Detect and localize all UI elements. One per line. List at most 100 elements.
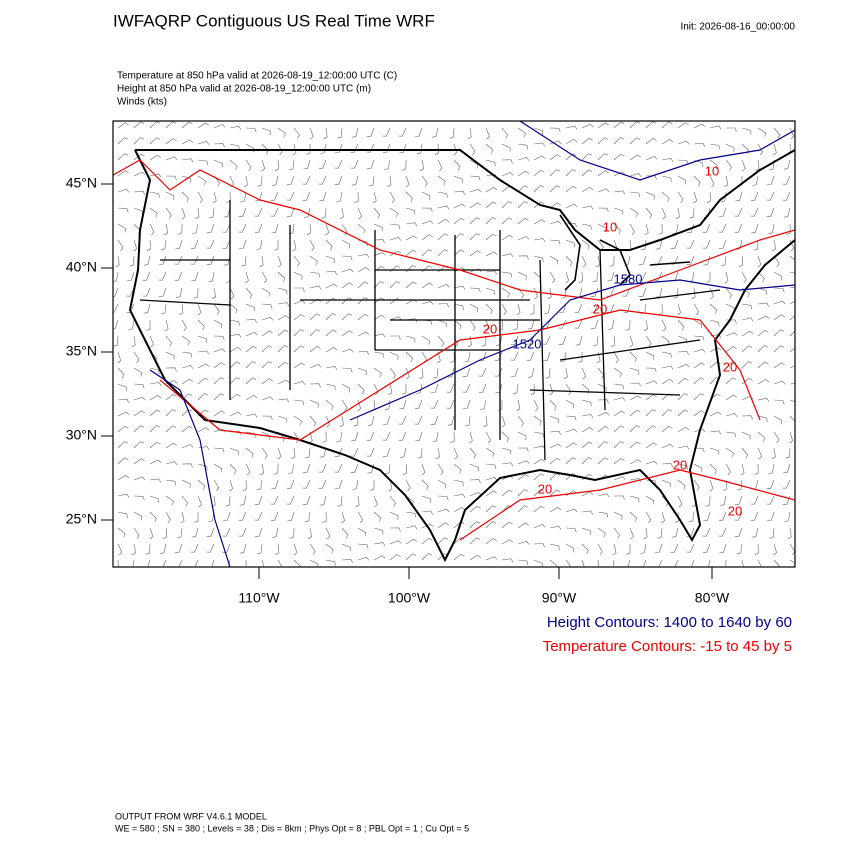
wind-barb [645, 380, 658, 385]
wind-barb [597, 170, 609, 177]
wind-barb [677, 377, 689, 385]
wind-barb [549, 202, 561, 209]
wind-barb [629, 382, 642, 387]
wind-barb [597, 559, 599, 567]
wind-barb [357, 207, 363, 220]
wind-barb [565, 442, 577, 449]
wind-barb [670, 543, 679, 553]
wind-barb [741, 361, 753, 369]
great-lakes [559, 214, 691, 291]
wind-barb [757, 287, 767, 295]
wind-barb [270, 495, 279, 505]
wind-barb [661, 425, 673, 433]
wind-barb [677, 445, 690, 450]
wind-barb [517, 255, 529, 260]
wind-barb [309, 313, 321, 321]
wind-barb [308, 431, 313, 444]
wind-barb [389, 495, 396, 507]
wind-barb [485, 447, 494, 457]
wind-barb [724, 175, 729, 188]
wind-barb [389, 316, 402, 321]
wind-barb [414, 127, 423, 137]
wind-barb [273, 463, 279, 475]
wind-barb [565, 271, 569, 284]
wind-barb [510, 335, 519, 345]
wind-barb [789, 314, 795, 321]
wind-barb [309, 346, 321, 353]
wind-barb [373, 252, 386, 257]
wind-barb [613, 410, 625, 417]
wind-barb [677, 191, 684, 203]
wind-barb [645, 442, 657, 449]
wind-barb [581, 399, 592, 407]
wind-barb [782, 191, 791, 201]
wind-barb [757, 345, 769, 353]
wind-barb [750, 191, 759, 201]
wind-barb [325, 270, 338, 275]
wind-barb [319, 191, 327, 202]
wind-barb [309, 239, 315, 252]
wind-barb [677, 140, 690, 145]
wind-barb [405, 281, 417, 289]
wind-barb [229, 159, 238, 170]
wind-barb [419, 367, 424, 380]
wind-barb [677, 409, 689, 417]
wind-barb [741, 317, 754, 322]
wind-barb [213, 348, 226, 353]
wind-barb [612, 559, 615, 567]
wind-barb [773, 415, 783, 425]
wind-barb [149, 478, 162, 483]
wind-barb [382, 447, 391, 457]
wind-barb [242, 479, 247, 491]
wind-barb [565, 203, 578, 209]
wind-barb [245, 447, 254, 458]
wind-barb [432, 431, 439, 442]
wind-barb [117, 493, 130, 498]
wind-barb [671, 527, 679, 538]
wind-barb [367, 415, 375, 426]
wind-barb [213, 143, 225, 148]
wind-barb [308, 527, 313, 540]
wind-barb [117, 122, 129, 129]
wind-barb [190, 543, 199, 553]
wind-barb [789, 383, 795, 385]
wind-barb [581, 169, 593, 177]
wind-barb [437, 175, 446, 186]
wind-barb [469, 188, 482, 193]
wind-barb [222, 223, 231, 233]
wind-barb [549, 220, 562, 225]
wind-barb [229, 287, 235, 300]
wind-barb [629, 459, 642, 465]
wind-barb [352, 479, 359, 490]
wind-barb [481, 335, 487, 347]
wind-barb [739, 255, 744, 268]
wind-barb [213, 447, 225, 453]
wind-barb [469, 554, 481, 561]
wind-barb [405, 367, 410, 380]
wind-barb [766, 495, 775, 505]
wind-barb [341, 255, 353, 261]
wind-barb [286, 495, 295, 505]
wind-barb [401, 159, 407, 171]
wind-barb [661, 157, 674, 162]
wind-barb [382, 415, 391, 425]
wind-barb [789, 255, 795, 261]
wind-barb [469, 319, 476, 331]
wind-barb [453, 203, 466, 209]
wind-barb [560, 351, 567, 362]
wind-barb [239, 495, 247, 506]
wind-barb [645, 367, 657, 373]
wind-barb [613, 397, 626, 401]
wind-barb [389, 554, 401, 561]
wind-barb [309, 298, 321, 305]
wind-barb [197, 122, 209, 129]
wind-barb [533, 185, 545, 193]
wind-barb [190, 255, 199, 265]
wind-barb [623, 303, 631, 314]
wind-barb [757, 447, 762, 460]
wind-barb [479, 351, 487, 362]
wind-barb [517, 185, 529, 193]
wind-barb [129, 255, 135, 267]
wind-barb [117, 207, 129, 213]
lat-label: 25°N [66, 511, 97, 527]
